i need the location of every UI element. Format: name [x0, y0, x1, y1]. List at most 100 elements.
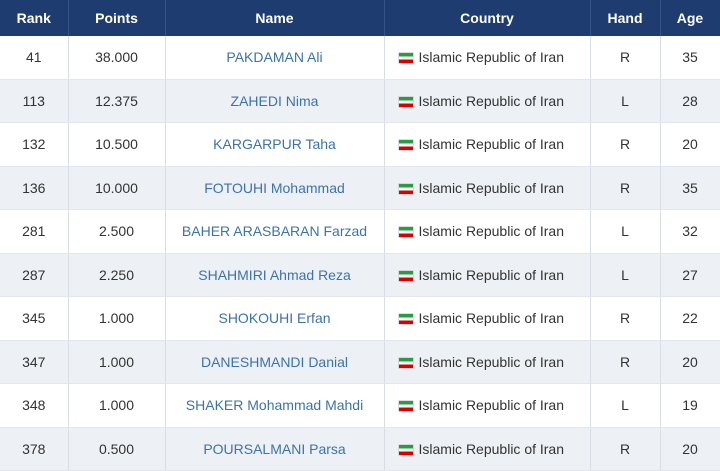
age-text: 32	[682, 223, 698, 240]
name-cell: SHOKOUHI Erfan	[165, 296, 385, 341]
name-text[interactable]: BAHER ARASBARAN Farzad	[181, 223, 368, 240]
points-cell: 2.500	[68, 209, 166, 254]
hand-cell: R	[590, 427, 661, 471]
flag-icon	[398, 53, 413, 64]
rank-cell: 345	[0, 296, 69, 341]
column-header: Rank	[0, 0, 69, 36]
rank-cell: 136	[0, 166, 69, 210]
hand-text: R	[619, 49, 631, 66]
header-row: Rank Points Name Country Hand Age	[0, 0, 720, 36]
hand-cell: L	[590, 253, 661, 297]
table-row: 347 1.000 DANESHMANDI Danial Islamic Republ…	[0, 340, 720, 384]
flag-icon	[398, 357, 413, 368]
rank-text: 41	[25, 49, 42, 66]
table-row: 378 0.500 POURSALMANI Parsa Islamic Republi…	[0, 427, 720, 471]
country-text: Islamic Republic of Iran	[418, 397, 565, 414]
country-cell: Islamic Republic of Iran	[384, 383, 591, 428]
hand-text: R	[619, 353, 631, 370]
name-text[interactable]: FOTOUHI Mohammad	[204, 179, 345, 196]
rank-cell: 132	[0, 122, 69, 167]
flag-icon	[398, 314, 413, 325]
column-header: Country	[384, 0, 591, 36]
age-text: 19	[682, 397, 698, 414]
age-text: 35	[682, 179, 698, 196]
points-cell: 1.000	[68, 383, 166, 428]
rank-cell: 281	[0, 209, 69, 254]
name-text[interactable]: DANESHMANDI Danial	[200, 353, 349, 370]
rank-text: 281	[22, 223, 46, 240]
rank-cell: 347	[0, 340, 69, 384]
points-cell: 12.375	[68, 79, 166, 123]
name-cell: FOTOUHI Mohammad	[165, 166, 385, 210]
name-cell: SHAKER Mohammad Mahdi	[165, 383, 385, 428]
hand-cell: L	[590, 209, 661, 254]
hand-text: R	[619, 136, 631, 153]
hand-text: L	[621, 397, 629, 414]
table-row: 41 38.000 PAKDAMAN Ali Islamic Republic of …	[0, 36, 720, 80]
country-text: Islamic Republic of Iran	[418, 310, 565, 327]
rank-text: 348	[22, 397, 46, 414]
age-cell: 32	[660, 209, 720, 254]
table-row: 348 1.000 SHAKER Mohammad Mahdi Islamic Rep…	[0, 383, 720, 428]
hand-cell: R	[590, 36, 661, 80]
name-text[interactable]: SHAKER Mohammad Mahdi	[185, 397, 364, 414]
name-text[interactable]: ZAHEDI Nima	[230, 92, 319, 109]
hand-text: R	[619, 440, 631, 457]
hand-cell: R	[590, 166, 661, 210]
points-text: 2.500	[98, 223, 135, 240]
country-cell: Islamic Republic of Iran	[384, 340, 591, 384]
name-text[interactable]: SHAHMIRI Ahmad Reza	[198, 266, 351, 283]
name-text[interactable]: PAKDAMAN Ali	[226, 49, 323, 66]
points-cell: 38.000	[68, 36, 166, 80]
hand-cell: L	[590, 79, 661, 123]
flag-icon	[398, 183, 413, 194]
country-text: Islamic Republic of Iran	[418, 179, 565, 196]
age-cell: 20	[660, 122, 720, 167]
age-text: 35	[682, 49, 698, 66]
hand-cell: R	[590, 340, 661, 384]
name-cell: SHAHMIRI Ahmad Reza	[165, 253, 385, 297]
name-text[interactable]: POURSALMANI Parsa	[203, 440, 346, 457]
country-text: Islamic Republic of Iran	[418, 266, 565, 283]
name-text[interactable]: SHOKOUHI Erfan	[218, 310, 331, 327]
points-text: 1.000	[98, 310, 135, 327]
rank-cell: 113	[0, 79, 69, 123]
rank-text: 113	[22, 92, 45, 109]
flag-icon	[398, 270, 413, 281]
flag-icon	[398, 227, 413, 238]
rank-cell: 41	[0, 36, 69, 80]
points-text: 38.000	[95, 49, 138, 66]
age-cell: 19	[660, 383, 720, 428]
name-cell: POURSALMANI Parsa	[165, 427, 385, 471]
points-cell: 1.000	[68, 340, 166, 384]
flag-icon	[398, 401, 413, 412]
age-cell: 35	[660, 36, 720, 80]
rank-text: 345	[22, 310, 46, 327]
column-header: Points	[68, 0, 166, 36]
points-text: 1.000	[98, 397, 135, 414]
country-cell: Islamic Republic of Iran	[384, 253, 591, 297]
country-cell: Islamic Republic of Iran	[384, 209, 591, 254]
column-header: Name	[165, 0, 385, 36]
country-cell: Islamic Republic of Iran	[384, 427, 591, 471]
age-text: 20	[682, 353, 698, 370]
rank-text: 287	[22, 266, 46, 283]
rank-text: 378	[22, 440, 46, 457]
age-cell: 28	[660, 79, 720, 123]
points-cell: 2.250	[68, 253, 166, 297]
rank-text: 132	[22, 136, 46, 153]
age-text: 27	[682, 266, 698, 283]
country-cell: Islamic Republic of Iran	[384, 79, 591, 123]
flag-icon	[398, 140, 413, 151]
rank-cell: 287	[0, 253, 69, 297]
age-text: 20	[682, 136, 698, 153]
age-text: 28	[682, 92, 698, 109]
flag-icon	[398, 444, 413, 455]
rank-cell: 378	[0, 427, 69, 471]
table-row: 281 2.500 BAHER ARASBARAN Farzad Islamic Re…	[0, 209, 720, 254]
name-text[interactable]: KARGARPUR Taha	[213, 136, 336, 153]
points-text: 1.000	[98, 353, 135, 370]
country-text: Islamic Republic of Iran	[418, 136, 565, 153]
